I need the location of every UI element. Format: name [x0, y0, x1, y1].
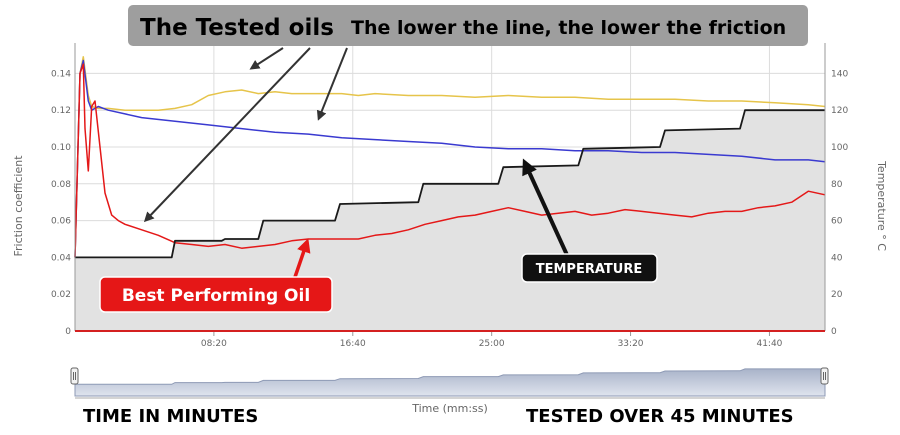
series-line-red — [74, 63, 826, 258]
temperature-label: TEMPERATURE — [536, 262, 642, 277]
y2-tick-label: 100 — [831, 143, 848, 153]
series-lines — [74, 56, 826, 259]
x-tick-label: 41:40 — [756, 339, 782, 349]
caption-tested-over-45-minutes: TESTED OVER 45 MINUTES — [526, 406, 794, 427]
temperature-callout: TEMPERATURE — [521, 253, 658, 283]
tick-labels: 0 0.02 0.04 0.06 0.08 0.10 0.12 0.14 0 20 40 60 80 10… — [51, 69, 848, 349]
header-box — [128, 5, 808, 46]
best-oil-callout: Best Performing Oil — [99, 276, 333, 313]
y2-tick-label: 40 — [831, 253, 843, 263]
y-tick-label: 0.10 — [51, 143, 71, 153]
navigator-right-handle[interactable] — [820, 367, 829, 385]
y2-tick-label: 0 — [831, 327, 837, 337]
y-axis-title: Friction coefficient — [12, 155, 25, 257]
y2-tick-label: 120 — [831, 106, 848, 116]
x-tick-label: 16:40 — [340, 339, 366, 349]
x-tick-label: 08:20 — [201, 339, 227, 349]
navigator-left-handle[interactable] — [70, 367, 79, 385]
y2-tick-label: 20 — [831, 290, 843, 300]
arrow-to-yellow — [249, 47, 284, 70]
series-line-blue — [74, 59, 826, 258]
y-tick-label: 0.02 — [51, 290, 71, 300]
header-title: The Tested oils — [140, 15, 334, 41]
best-oil-box — [99, 276, 333, 313]
x-axis-title: Time (mm:ss) — [411, 402, 488, 415]
x-tick-label: 33:20 — [618, 339, 644, 349]
y-tick-label: 0.12 — [51, 106, 71, 116]
arrow-to-best — [292, 238, 311, 281]
y2-tick-label: 140 — [831, 69, 848, 79]
y-tick-label: 0.06 — [51, 217, 71, 227]
arrow-to-blue — [316, 47, 348, 121]
series-line-black — [75, 109, 825, 259]
header-subtitle: The lower the line, the lower the fricti… — [351, 17, 786, 39]
y2-axis-title: Temperature ° C — [875, 160, 888, 251]
annotation-arrows — [143, 47, 569, 281]
x-tick-label: 25:00 — [479, 339, 505, 349]
y-tick-label: 0.08 — [51, 180, 71, 190]
y-tick-label: 0 — [65, 327, 71, 337]
caption-time-in-minutes: TIME IN MINUTES — [83, 406, 259, 427]
temperature-box — [521, 253, 658, 283]
navigator-series — [74, 368, 826, 397]
header-callout: The Tested oils The lower the line, the … — [128, 5, 808, 46]
arrow-to-temperature — [522, 158, 569, 256]
y-tick-label: 0.04 — [51, 253, 71, 263]
y2-tick-label: 60 — [831, 217, 843, 227]
best-oil-label: Best Performing Oil — [122, 286, 310, 306]
series-line-yellow — [74, 56, 826, 258]
time-navigator[interactable] — [70, 367, 829, 399]
axes — [74, 43, 826, 336]
arrow-to-red-dip — [143, 47, 311, 223]
y2-tick-label: 80 — [831, 180, 843, 190]
y-tick-label: 0.14 — [51, 69, 71, 79]
